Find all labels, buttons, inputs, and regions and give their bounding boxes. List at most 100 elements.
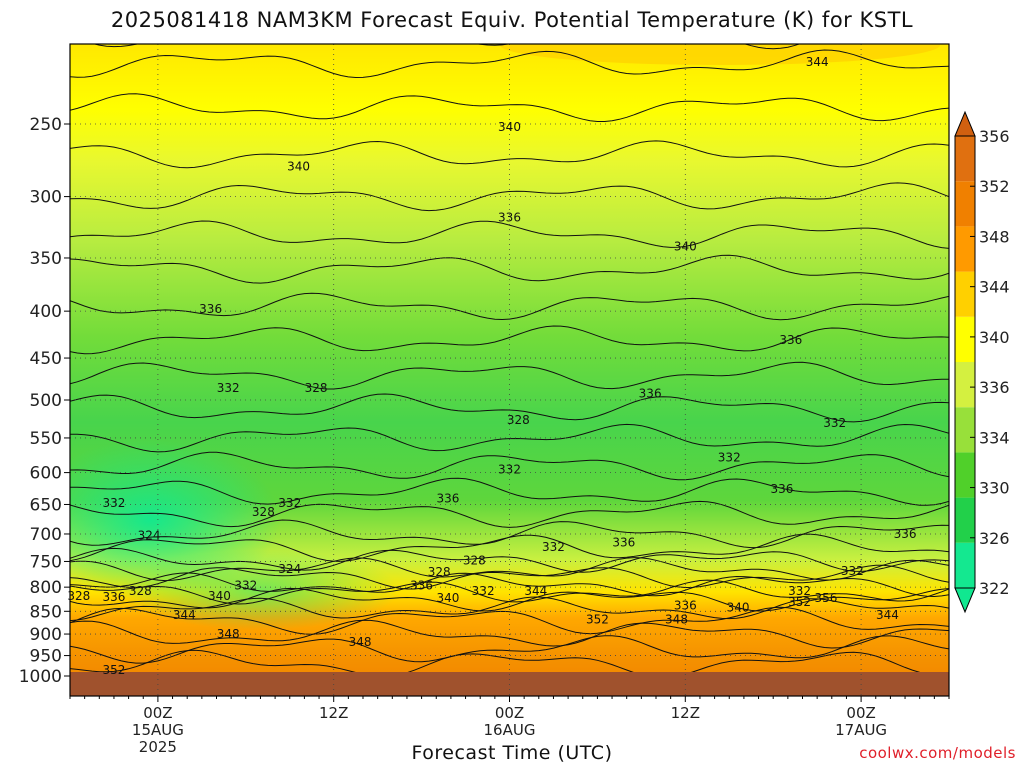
x-axis-title: Forecast Time (UTC) (411, 742, 613, 764)
colorbar-label: 344 (979, 278, 1010, 297)
contour-label: 328 (463, 553, 486, 567)
y-tick-label: 450 (30, 349, 62, 369)
contour-label: 336 (894, 527, 917, 541)
contour-label: 328 (428, 565, 451, 579)
x-tick-label: 12Z (319, 704, 348, 722)
contour-label: 328 (305, 381, 328, 395)
isoline (70, 423, 949, 453)
contour-label: 328 (252, 505, 275, 519)
source-credit: coolwx.com/models (859, 744, 1016, 762)
colorbar-label: 336 (979, 378, 1010, 397)
contour-label: 348 (349, 635, 372, 649)
y-tick-label: 650 (30, 495, 62, 515)
colorbar-frame (954, 135, 976, 589)
colorbar-label: 322 (979, 579, 1010, 598)
x-tick-label: 16AUG (484, 721, 536, 739)
x-tick-label: 00Z (143, 704, 172, 722)
isoline (70, 635, 949, 664)
isoline (70, 533, 949, 562)
contour-label: 344 (806, 55, 829, 69)
colorbar-label: 348 (979, 227, 1010, 246)
x-tick-label: 12Z (671, 704, 700, 722)
contour-label: 332 (542, 540, 565, 554)
colorbar-segment (955, 181, 975, 227)
colorbar-segment (955, 136, 975, 182)
contour-label: 336 (771, 482, 794, 496)
contour-label: 336 (102, 590, 125, 604)
colorbar-segment (955, 407, 975, 453)
isoline (70, 477, 949, 506)
colorbar-segment (955, 542, 975, 588)
contour-label: 336 (779, 333, 802, 347)
y-tick-label: 400 (30, 302, 62, 322)
contour-label: 332 (498, 462, 521, 476)
contour-label: 328 (129, 584, 152, 598)
colorbar-label: 326 (979, 529, 1010, 548)
isoline (70, 451, 949, 481)
contour-label: 332 (823, 416, 846, 430)
contour-label: 344 (173, 608, 196, 622)
colorbar-segment (955, 497, 975, 543)
isoline (70, 557, 949, 582)
y-tick-label: 900 (30, 625, 62, 645)
x-tick-label: 00Z (495, 704, 524, 722)
colorbar-segment (955, 226, 975, 272)
contour-label: 348 (217, 627, 240, 641)
isoline (70, 606, 949, 635)
isoline (70, 572, 949, 598)
contour-label: 324 (278, 562, 301, 576)
contour-label: 328 (507, 413, 530, 427)
isoline (70, 564, 949, 590)
colorbar-label: 330 (979, 479, 1010, 498)
contour-label: 344 (876, 608, 899, 622)
contour-label: 336 (199, 302, 222, 316)
contour-label: 324 (138, 529, 161, 543)
x-tick-label: 00Z (846, 704, 875, 722)
isoline (70, 220, 949, 249)
contour-label: 340 (287, 159, 310, 173)
x-tick-label: 2025 (139, 738, 177, 756)
contour-label: 336 (437, 491, 460, 505)
isoline (70, 49, 949, 79)
contour-label: 356 (814, 591, 837, 605)
y-tick-label: 750 (30, 552, 62, 572)
x-tick-label: 15AUG (132, 721, 184, 739)
contour-label: 336 (410, 579, 433, 593)
y-tick-label: 250 (30, 115, 62, 135)
contour-label: 340 (727, 601, 750, 615)
contour-label: 352 (586, 613, 609, 627)
y-tick-label: 950 (30, 647, 62, 667)
isoline (70, 500, 949, 528)
contour-label: 336 (498, 210, 521, 224)
contour-label: 352 (788, 595, 811, 609)
y-tick-label: 1000 (19, 667, 62, 687)
y-tick-label: 550 (30, 429, 62, 449)
contour-label: 344 (524, 584, 547, 598)
colorbar-top-arrow (954, 110, 976, 137)
isoline (70, 587, 949, 612)
y-tick-label: 800 (30, 578, 62, 598)
contour-label: 352 (102, 663, 125, 677)
contour-label: 332 (472, 584, 495, 598)
isoline (70, 596, 949, 622)
chart-title: 2025081418 NAM3KM Forecast Equiv. Potent… (110, 8, 914, 32)
contour-label: 332 (841, 564, 864, 578)
colorbar-bottom-arrow (954, 587, 976, 614)
isoline (70, 325, 949, 355)
contour-label: 340 (498, 120, 521, 134)
y-tick-label: 350 (30, 249, 62, 269)
y-tick-label: 700 (30, 525, 62, 545)
colorbar-label: 334 (979, 428, 1010, 447)
contour-label: 348 (665, 613, 688, 627)
y-tick-label: 600 (30, 464, 62, 484)
colorbar-label: 340 (979, 328, 1010, 347)
contour-label: 336 (612, 535, 635, 549)
contour-label: 340 (674, 239, 697, 253)
contour-label: 332 (217, 381, 240, 395)
contour-label: 332 (278, 496, 301, 510)
isoline (70, 547, 949, 573)
isoline (70, 361, 949, 390)
contour-label: 340 (208, 589, 231, 603)
y-tick-label: 500 (30, 391, 62, 411)
